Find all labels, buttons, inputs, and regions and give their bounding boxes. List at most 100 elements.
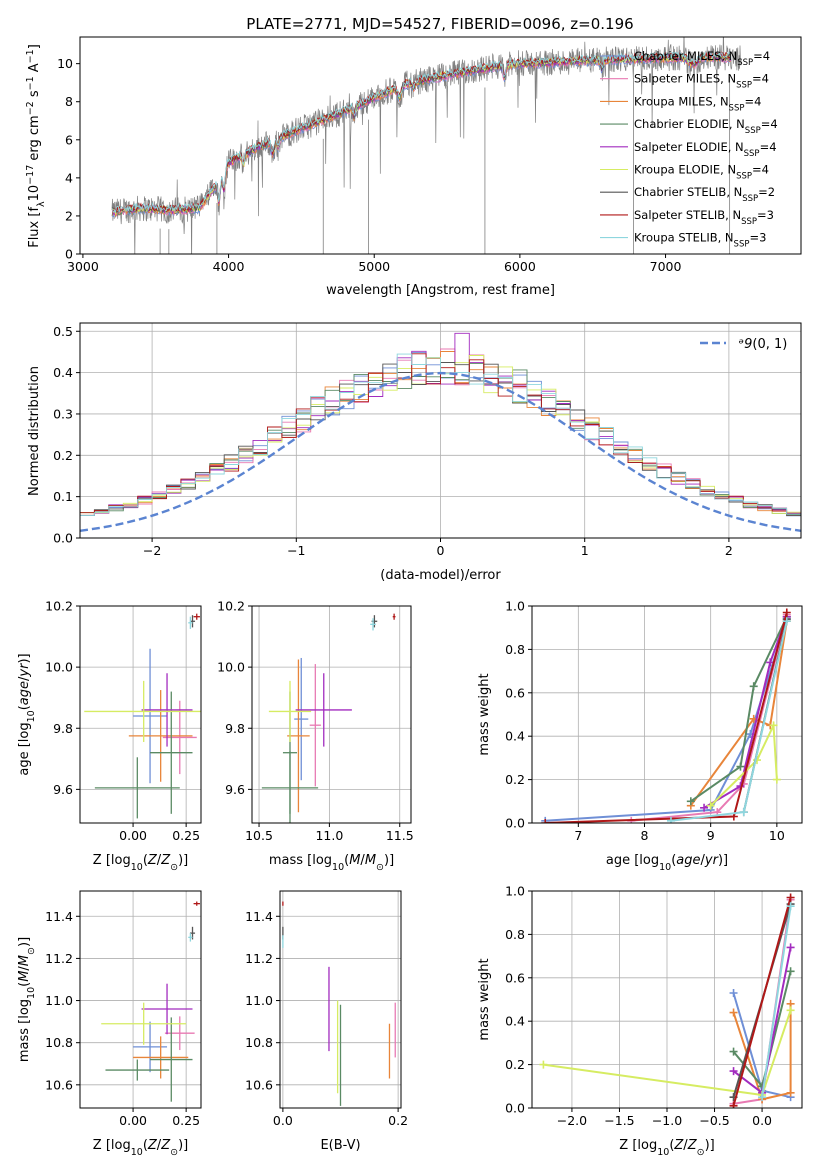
- legend-sub: SSP: [729, 103, 745, 113]
- weight-marker-kroupa_elodie: [769, 721, 778, 730]
- legend-label-salpeter_elodie: Salpeter ELODIE, NSSP=4: [634, 140, 777, 159]
- label-part: ᵊ9: [739, 337, 753, 352]
- weight-marker-chabrier_miles: [729, 988, 738, 997]
- label-part: Z: [673, 1138, 684, 1153]
- label-part: 10: [27, 185, 42, 202]
- y-tick-label: 10.0: [45, 660, 73, 675]
- y-tick-label: 11.2: [245, 951, 273, 966]
- x-axis-label: wavelength [Angstrom, rest frame]: [326, 283, 555, 298]
- axes-frame: −2 −1 0 1 2 0.0 0.1 0.2 0.3 0.4 0.5 (data-model)/er…: [27, 322, 802, 583]
- label-part: mass [log: [17, 999, 32, 1062]
- y-tick-label: 11.0: [45, 993, 73, 1008]
- x-tick-label: −1.0: [652, 1113, 682, 1128]
- label-part: 10: [657, 1147, 669, 1158]
- y-tick-label: 9.8: [53, 721, 73, 736]
- legend-text: Chabrier MILES, N: [634, 49, 737, 63]
- y-tick-label: 0.4: [505, 729, 525, 744]
- histogram-chabrier_elodie: [80, 362, 801, 519]
- axes-frame: 0.00 0.259.69.810.010.2Z [log10(Z/Z⊙)]age…: [17, 599, 202, 873]
- label-part: age: [676, 853, 700, 868]
- legend-label-salpeter_miles: Salpeter MILES, NSSP=4: [634, 72, 769, 91]
- plot-area: [282, 901, 396, 1106]
- legend-label-kroupa_elodie: Kroupa ELODIE, NSSP=4: [634, 163, 769, 182]
- plot-area: [541, 608, 791, 823]
- label-part: age: [17, 681, 32, 705]
- label-part: )]: [17, 937, 32, 947]
- legend-label-normal: ᵊ9(0, 1): [739, 337, 788, 352]
- legend-text: =4: [753, 49, 770, 63]
- label-part: (: [143, 853, 148, 868]
- model-line-kroupa_stelib: [111, 51, 732, 214]
- label-part: age [log: [17, 722, 32, 775]
- x-tick-label: 6000: [504, 259, 536, 274]
- label-part: 10: [26, 987, 37, 999]
- label-part: M: [17, 955, 32, 966]
- normal-curve-line: [80, 371, 801, 532]
- label-part: Z: [147, 853, 158, 868]
- label-part: M: [17, 971, 32, 982]
- label-part: /: [360, 853, 365, 868]
- plot-area: [261, 613, 396, 823]
- y-tick-label: 10.8: [45, 1035, 73, 1050]
- y-tick-label: 0.5: [53, 324, 73, 339]
- legend-text: Salpeter STELIB, N: [634, 208, 741, 222]
- plot-area: [80, 332, 801, 532]
- weight-line-kroupa_stelib: [761, 906, 792, 1098]
- y-tick-label: 10.2: [217, 599, 245, 614]
- label-part: −1: [25, 49, 36, 63]
- label-part: 10: [131, 1147, 143, 1158]
- y-axis-label: age [log10(age/yr)]: [17, 653, 37, 775]
- label-part: −2: [25, 101, 36, 115]
- label-part: 10: [26, 710, 37, 722]
- x-tick-label: 10.5: [245, 828, 273, 843]
- axes-border: [79, 890, 202, 1109]
- x-tick-label: 3000: [67, 259, 99, 274]
- y-tick-label: 0.0: [53, 531, 73, 546]
- x-tick-label: 11.0: [315, 828, 343, 843]
- weight-marker-salpeter_elodie: [786, 943, 795, 952]
- x-axis-label: Z [log10(Z/Z⊙)]: [93, 853, 188, 873]
- label-part: ⊙: [170, 862, 178, 873]
- weight-marker-kroupa_stelib: [739, 808, 748, 817]
- y-axis-label: Flux [fλ10−17 erg cm−2 s−1 A−1]: [25, 44, 47, 248]
- y-tick-label: 10.6: [45, 1077, 73, 1092]
- legend-sub: SSP: [736, 81, 752, 91]
- legend-sub: SSP: [737, 58, 753, 68]
- label-part: )]: [705, 1138, 715, 1153]
- legend-text: Salpeter ELODIE, N: [634, 140, 744, 154]
- legend-label-kroupa_stelib: Kroupa STELIB, NSSP=3: [634, 231, 766, 250]
- label-part: Flux [f: [27, 207, 42, 248]
- y-tick-label: 4: [65, 170, 73, 185]
- x-tick-label: 5000: [358, 259, 390, 274]
- chart-spectrum: 3000 4000 5000 6000 7000 0 2 4 6 8 10 wavelength [A…: [25, 36, 802, 298]
- x-tick-label: 0.0: [273, 1113, 293, 1128]
- legend-text: Kroupa MILES, N: [634, 94, 729, 108]
- label-part: )]: [178, 853, 188, 868]
- weight-marker-kroupa_elodie: [786, 1006, 795, 1015]
- x-axis-label: mass [log10(M/M⊙)]: [269, 853, 394, 873]
- label-part: E(B-V): [320, 1138, 360, 1153]
- label-part: ]: [27, 44, 42, 49]
- y-tick-label: 11.0: [245, 993, 273, 1008]
- y-tick-label: 0.2: [505, 1057, 525, 1072]
- label-part: /: [157, 1138, 162, 1153]
- y-tick-label: 9.6: [225, 782, 245, 797]
- label-part: (: [17, 982, 32, 987]
- label-part: −1: [25, 76, 36, 90]
- x-axis-label: age [log10(age/yr)]: [606, 853, 728, 873]
- label-part: /: [683, 1138, 688, 1153]
- label-part: )]: [718, 853, 728, 868]
- y-axis-label: Normed distribution: [27, 366, 42, 496]
- y-tick-label: 0.4: [505, 1014, 525, 1029]
- x-tick-label: 7: [574, 828, 582, 843]
- weight-line-salpeter_elodie: [703, 616, 788, 809]
- legend-label-salpeter_stelib: Salpeter STELIB, NSSP=3: [634, 208, 774, 227]
- y-tick-label: 6: [65, 132, 73, 147]
